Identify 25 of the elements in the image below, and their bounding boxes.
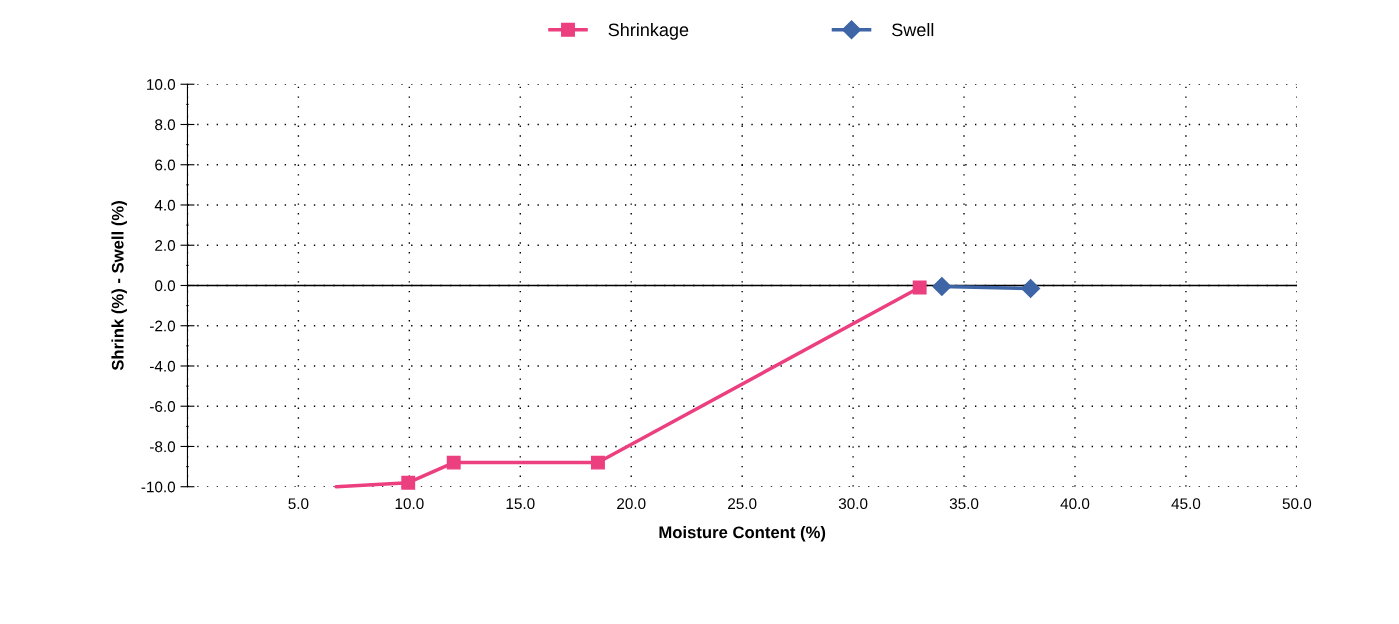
x-tick-label: 15.0 (506, 498, 535, 510)
x-tick-label: 5.0 (288, 498, 309, 510)
y-tick-label: -4.0 (150, 360, 176, 372)
x-tick-label: 30.0 (838, 498, 868, 510)
x-tick-label: 45.0 (1171, 498, 1201, 510)
y-axis-title: Shrink (%) - Swell (%) (111, 201, 127, 371)
y-tick-label: 10.0 (147, 79, 176, 90)
x-tick-label: 25.0 (728, 498, 757, 510)
x-tick-label: 35.0 (949, 498, 979, 510)
legend-label: Swell (892, 22, 934, 37)
x-tick-label: 50.0 (1282, 498, 1312, 510)
y-tick-label: -6.0 (150, 401, 176, 412)
y-tick-label: 0.0 (155, 280, 176, 292)
y-tick-label: 6.0 (155, 159, 176, 171)
y-tick-label: -10.0 (141, 481, 176, 493)
y-tick-label: 2.0 (155, 240, 176, 251)
y-tick-label: 4.0 (154, 199, 176, 211)
legend-label: Shrinkage (608, 22, 689, 40)
x-tick-label: 10.0 (395, 498, 424, 510)
y-tick-label: 8.0 (155, 119, 176, 131)
y-tick-label: -2.0 (150, 320, 176, 332)
x-tick-label: 20.0 (617, 498, 646, 510)
x-axis-title: Moisture Content (%) (659, 525, 826, 542)
y-tick-label: -8.0 (150, 441, 176, 453)
x-tick-label: 40.0 (1060, 498, 1090, 510)
